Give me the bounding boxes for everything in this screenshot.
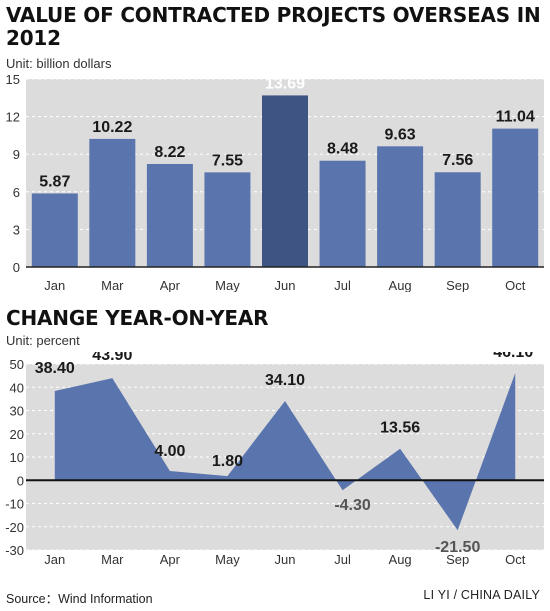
data-label: 13.56 [380,420,420,437]
y-tick-label: 3 [13,222,20,237]
area-chart: -30 -20 -10 0 10 20 30 40 50 38.40 Jan 43.90 Mar 4.00… [5,352,544,567]
data-label: 1.80 [212,453,243,470]
bar [492,128,539,267]
y-tick-label: 10 [10,450,24,465]
y-tick-label: -10 [5,497,24,512]
bar [377,146,424,267]
source-note: Source：Wind Information [6,592,153,606]
y-tick-label: 20 [10,427,24,442]
data-label: 10.22 [92,119,132,136]
x-tick-label: Sep [446,278,469,292]
data-label: 34.10 [265,372,305,389]
bar [204,172,251,267]
data-label: 11.04 [496,109,535,126]
chart1-title: VALUE OF CONTRACTED PROJECTS OVERSEAS IN… [6,3,541,50]
y-tick-label: 0 [13,260,20,275]
x-tick-label: May [215,552,240,567]
bar [434,172,481,267]
x-tick-label: Jul [334,278,351,292]
data-label: 7.55 [212,152,243,169]
data-label: 9.63 [385,126,416,143]
x-tick-label: Oct [505,278,526,292]
x-tick-label: Jun [275,278,296,292]
data-label: 38.40 [35,360,75,377]
data-label: 43.90 [92,352,132,364]
x-tick-label: Sep [446,552,469,567]
data-label: 8.22 [154,144,185,161]
bar-chart: 0 3 6 9 12 15 5.87 Jan 10.22 Mar 8.22 Apr 7.55 May 13.… [6,72,544,292]
x-tick-label: Jun [275,552,296,567]
x-tick-label: May [215,278,240,292]
data-label: 4.00 [154,443,185,460]
x-tick-label: Mar [101,278,124,292]
bar [262,95,308,267]
series-area [54,373,516,531]
data-label: -21.50 [435,539,480,556]
y-tick-label: 6 [13,185,20,200]
y-tick-label: -30 [5,543,24,558]
x-tick-label: Apr [160,552,181,567]
chart1-unit: Unit: billion dollars [6,56,112,71]
bar [146,163,193,267]
data-label: 7.56 [442,152,473,169]
x-tick-label: Jul [334,552,351,567]
y-tick-label: 30 [10,404,24,419]
data-label: 13.69 [265,75,305,92]
x-tick-label: Aug [389,552,412,567]
chart2-unit: Unit: percent [6,333,80,348]
y-tick-label: 9 [13,147,20,162]
bar [31,193,78,267]
bar [319,160,366,267]
data-label: 8.48 [327,141,358,158]
data-label: 5.87 [39,173,70,190]
y-tick-label: -20 [5,520,24,535]
data-label: 46.10 [493,352,533,361]
x-tick-label: Jan [44,552,65,567]
x-tick-label: Aug [389,278,412,292]
bar [89,138,136,267]
y-tick-label: 15 [6,72,20,87]
y-tick-label: 40 [10,380,24,395]
x-tick-label: Apr [160,278,181,292]
chart2-title: CHANGE YEAR-ON-YEAR [6,306,269,330]
credit-note: LI YI / CHINA DAILY [423,588,540,602]
data-label: -4.30 [334,497,371,514]
y-tick-label: 0 [17,473,24,488]
x-tick-label: Jan [44,278,65,292]
y-tick-label: 12 [6,110,20,125]
x-tick-label: Oct [505,552,526,567]
y-tick-label: 50 [10,357,24,372]
x-tick-label: Mar [101,552,124,567]
